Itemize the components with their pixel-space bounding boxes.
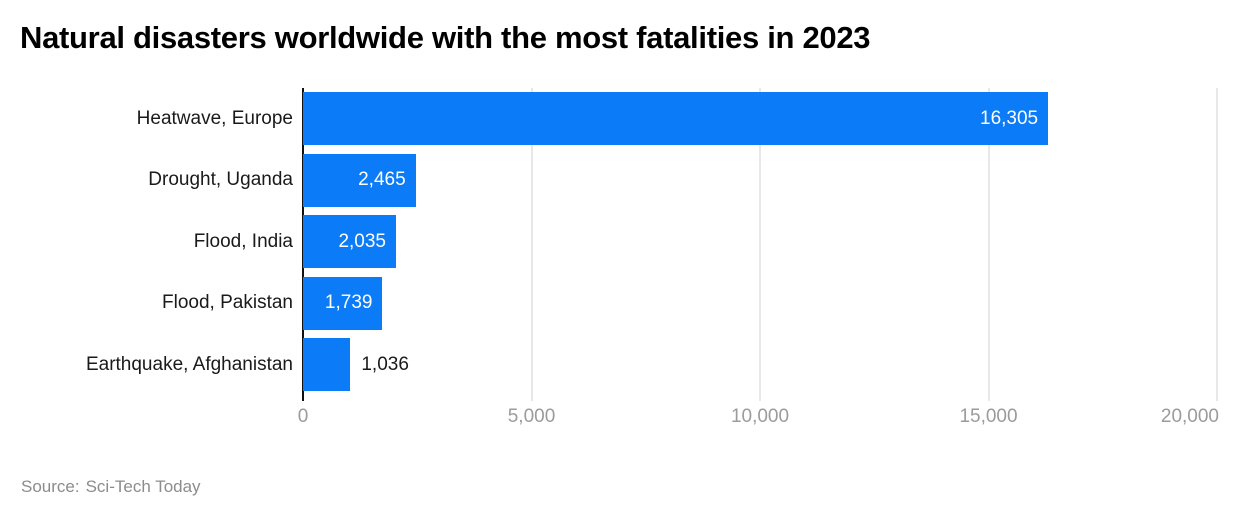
x-tick-label: 0	[297, 405, 309, 427]
source-name: Sci-Tech Today	[85, 477, 201, 496]
x-tick-label: 10,000	[730, 405, 790, 427]
bar-earthquake-afghanistan[interactable]: 1,036	[303, 338, 409, 392]
x-tick-label: 5,000	[507, 405, 556, 427]
source-label: Source:	[21, 477, 80, 496]
x-tick-label: 20,000	[1160, 405, 1219, 427]
bar-track: 1,739	[303, 276, 1217, 330]
category-label: Heatwave, Europe	[136, 107, 293, 129]
value-label: 1,739	[324, 292, 373, 314]
bar-row: Drought, Uganda 2,465	[0, 150, 1240, 212]
bar-track: 1,036	[303, 338, 1217, 392]
gridline	[530, 88, 533, 401]
bar-row: Flood, India 2,035	[0, 211, 1240, 273]
gridline	[987, 88, 990, 401]
value-label: 2,465	[358, 169, 406, 191]
value-label: 1,036	[361, 353, 409, 375]
value-label: 2,035	[338, 230, 386, 252]
bar-flood-india[interactable]: 2,035	[303, 215, 396, 269]
chart-title: Natural disasters worldwide with the mos…	[20, 20, 871, 55]
category-label: Drought, Uganda	[148, 169, 293, 191]
chart-plot-area: Heatwave, Europe 16,305 Drought, Uganda 2,4…	[0, 88, 1240, 401]
bar-track: 16,305	[303, 92, 1217, 146]
x-tick-label: 15,000	[959, 405, 1018, 427]
value-label: 16,305	[980, 107, 1039, 129]
x-axis: 0 5,000 10,000 15,000 20,000	[298, 405, 1219, 434]
bar-heatwave-europe[interactable]: 16,305	[303, 92, 1049, 146]
bar-flood-pakistan[interactable]: 1,739	[303, 276, 383, 330]
category-label: Flood, India	[193, 230, 293, 252]
bar-row: Heatwave, Europe 16,305	[0, 88, 1240, 150]
bar-chart: Heatwave, Europe 16,305 Drought, Uganda 2,4…	[0, 88, 1240, 434]
bar-track: 2,465	[303, 153, 1217, 207]
gridline	[759, 88, 761, 401]
bar-track: 2,035	[303, 215, 1217, 269]
category-label: Flood, Pakistan	[162, 292, 293, 314]
bar-drought-uganda[interactable]: 2,465	[303, 153, 416, 207]
bar-row: Flood, Pakistan 1,739	[0, 273, 1240, 335]
source-line: Source: Sci-Tech Today	[21, 477, 201, 497]
bar-row: Earthquake, Afghanistan 1,036	[0, 334, 1240, 396]
gridline	[1216, 88, 1218, 401]
category-label: Earthquake, Afghanistan	[85, 353, 293, 375]
